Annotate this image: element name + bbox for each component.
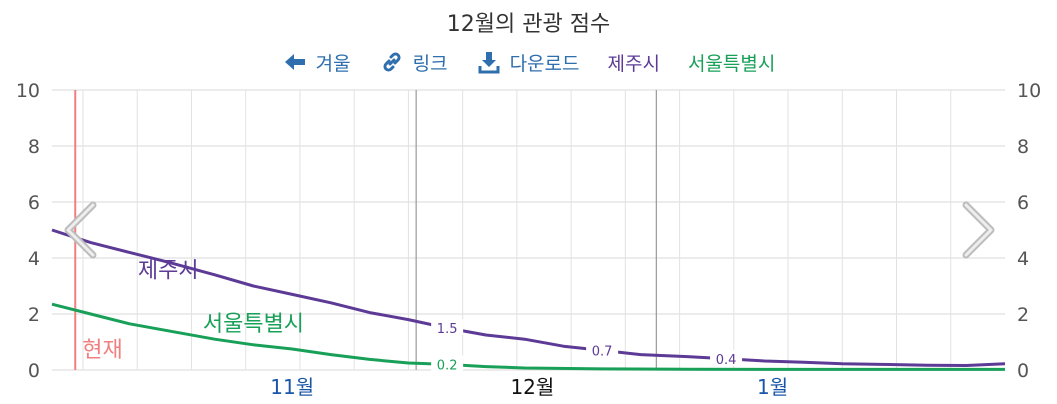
data-label-bg — [431, 319, 464, 335]
chevron-right-icon[interactable] — [962, 201, 995, 259]
legend-label-jeju: 제주시 — [607, 52, 660, 75]
data-label: 0.4 — [716, 353, 737, 368]
toolbar: 겨울 링크 다운로드 제주시 서울특별시 — [0, 46, 1057, 78]
series-label-jeju: 제주시 — [138, 259, 199, 284]
y-tick-label-right: 6 — [1017, 192, 1029, 214]
chevron-right-icon-inner — [964, 203, 993, 257]
back-button-label: 겨울 — [315, 52, 351, 75]
data-label: 0.2 — [437, 358, 458, 373]
month-tick-label: 11월 — [270, 375, 314, 399]
month-tick-label: 12월 — [510, 375, 554, 399]
data-label: 0.7 — [592, 344, 613, 359]
back-button[interactable]: 겨울 — [282, 49, 351, 76]
y-tick-label-right: 8 — [1017, 136, 1029, 158]
download-icon — [476, 49, 502, 75]
arrow-left-icon — [282, 49, 308, 75]
y-tick-label-left: 8 — [28, 136, 40, 158]
chart-title: 12월의 관광 점수 — [446, 12, 611, 37]
y-tick-label-left: 10 — [16, 80, 40, 102]
series-line-jeju — [51, 228, 1006, 367]
data-label-bg — [586, 341, 619, 358]
y-tick-label-right: 2 — [1017, 304, 1029, 326]
link-button[interactable]: 링크 — [379, 49, 448, 76]
data-label-bg — [710, 349, 743, 366]
data-label-bg — [431, 355, 464, 372]
series-line-seoul — [51, 302, 1005, 371]
y-tick-label-left: 0 — [28, 360, 40, 382]
now-label: 현재 — [82, 338, 122, 363]
y-tick-label-right: 0 — [1017, 360, 1029, 382]
y-tick-label-right: 4 — [1017, 248, 1029, 270]
chevron-left-icon-inner — [66, 203, 95, 257]
series-label-seoul: 서울특별시 — [203, 312, 304, 337]
legend-item-jeju[interactable]: 제주시 — [608, 49, 660, 76]
legend-label-seoul: 서울특별시 — [687, 52, 776, 75]
month-tick-label: 1월 — [757, 375, 788, 399]
download-button-label: 다운로드 — [509, 52, 580, 75]
chevron-left-icon[interactable] — [64, 201, 97, 259]
legend-item-seoul[interactable]: 서울특별시 — [688, 49, 775, 76]
y-tick-label-left: 6 — [28, 192, 40, 214]
y-tick-label-left: 4 — [28, 248, 40, 270]
download-button[interactable]: 다운로드 — [476, 49, 580, 76]
y-tick-label-right: 10 — [1017, 80, 1041, 102]
link-icon — [379, 49, 405, 75]
data-label: 1.5 — [437, 322, 458, 337]
y-tick-label-left: 2 — [28, 304, 40, 326]
link-button-label: 링크 — [412, 52, 448, 75]
